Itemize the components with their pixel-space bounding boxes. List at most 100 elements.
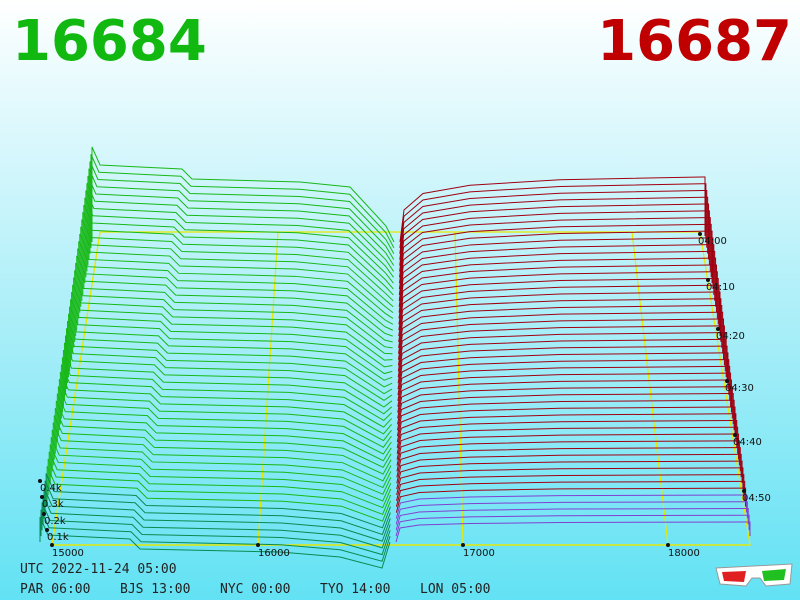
- time-label: 04:50: [742, 493, 771, 504]
- ask-depth-line: [395, 487, 747, 513]
- price-dot: [50, 543, 54, 547]
- zone-time: BJS 13:00: [120, 582, 190, 597]
- ask-depth-line: [397, 359, 730, 401]
- ask-depth-line: [398, 291, 721, 343]
- price-grid-line: [257, 231, 279, 546]
- bid-depth-line: [79, 233, 394, 313]
- time-label: 04:10: [706, 282, 735, 293]
- bid-depth-line: [56, 393, 392, 455]
- time-label: 04:20: [716, 331, 745, 342]
- bid-depth-line: [84, 197, 394, 284]
- depth-dot: [42, 512, 46, 516]
- depth-curves: [39, 146, 751, 569]
- ask-price: 16687: [597, 9, 792, 74]
- ask-depth-line: [396, 392, 734, 431]
- ask-depth-line: [397, 338, 727, 384]
- bid-depth-line: [78, 241, 394, 319]
- bid-depth-line: [68, 313, 393, 381]
- bid-depth-line: [55, 400, 392, 462]
- ask-depth-line: [399, 196, 709, 260]
- ask-depth-line: [398, 305, 723, 354]
- price-dot: [461, 543, 465, 547]
- ask-depth-line: [395, 507, 749, 531]
- utc-time: UTC 2022-11-24 05:00: [20, 562, 177, 577]
- bid-depth-line: [62, 349, 393, 415]
- bid-depth-line: [75, 262, 393, 337]
- bid-depth-line: [64, 335, 393, 401]
- bid-depth-line: [73, 277, 393, 349]
- bid-depth-line: [40, 509, 391, 562]
- ask-depth-line: [398, 271, 718, 325]
- ask-depth-line: [399, 183, 707, 248]
- zone-time: PAR 06:00: [20, 582, 90, 597]
- ask-depth-line: [396, 453, 742, 484]
- depth-dot: [40, 495, 44, 499]
- price-grid-line: [631, 231, 669, 546]
- ask-depth-line: [396, 413, 737, 448]
- price-label: 15000: [52, 548, 84, 559]
- bid-depth-line: [67, 320, 393, 388]
- zone-time: TYO 14:00: [320, 582, 390, 597]
- ask-depth-line: [397, 352, 729, 396]
- time-dot: [706, 278, 710, 282]
- bid-depth-line: [85, 190, 394, 278]
- bid-depth-line: [90, 154, 395, 249]
- ask-depth-line: [399, 217, 711, 278]
- ask-depth-line: [396, 420, 738, 454]
- bid-depth-line: [70, 299, 393, 368]
- bid-depth-line: [91, 146, 395, 243]
- ask-depth-line: [395, 494, 747, 519]
- ask-depth-line: [396, 433, 740, 466]
- bid-depth-line: [61, 357, 393, 422]
- ask-depth-line: [397, 345, 728, 390]
- ask-depth-line: [395, 521, 751, 543]
- bid-depth-line: [57, 386, 392, 448]
- price-dot: [256, 543, 260, 547]
- ask-depth-line: [396, 406, 736, 443]
- ask-depth-line: [397, 311, 724, 360]
- bid-depth-line: [48, 451, 392, 509]
- bid-depth-line: [42, 495, 391, 549]
- bid-depth-line: [71, 291, 393, 361]
- ask-depth-line: [398, 237, 714, 296]
- bid-depth-line: [69, 306, 393, 375]
- ask-depth-line: [398, 284, 720, 337]
- depth-label: 0.4k: [40, 483, 62, 494]
- ask-depth-line: [397, 386, 733, 425]
- zone-time: NYC 00:00: [220, 582, 290, 597]
- glasses-icon: [715, 563, 793, 587]
- labels: 15000 16000 17000 18000 04:00 04:10 04:20 04:30…: [38, 232, 771, 559]
- bid-depth-line: [54, 407, 392, 469]
- time-label: 04:00: [698, 236, 727, 247]
- ask-depth-line: [395, 501, 748, 525]
- bid-depth-line: [82, 212, 394, 296]
- ask-depth-line: [396, 474, 745, 501]
- bid-price: 16684: [12, 9, 207, 74]
- time-dot: [725, 379, 729, 383]
- time-dot: [716, 327, 720, 331]
- ask-depth-line: [395, 514, 750, 537]
- ask-depth-line: [399, 203, 710, 266]
- ask-depth-line: [399, 176, 706, 243]
- bid-depth-line: [77, 248, 394, 325]
- ask-depth-line: [396, 460, 743, 490]
- price-label: 17000: [463, 548, 495, 559]
- bid-depth-line: [72, 284, 393, 355]
- zone-time: LON 05:00: [420, 582, 490, 597]
- bid-depth-line: [44, 480, 391, 536]
- ask-depth-line: [398, 257, 717, 313]
- bid-depth-line: [45, 473, 391, 529]
- depth-label: 0.3k: [42, 499, 64, 510]
- bid-depth-line: [83, 204, 394, 290]
- bid-depth-line: [87, 175, 395, 266]
- depth-dot: [45, 528, 49, 532]
- price-dot: [666, 543, 670, 547]
- bid-depth-line: [46, 466, 392, 522]
- depth-label: 0.1k: [47, 532, 69, 543]
- ask-depth-line: [398, 244, 715, 301]
- ask-depth-line: [398, 230, 713, 290]
- price-grid-line: [454, 231, 464, 546]
- time-label: 04:40: [733, 437, 762, 448]
